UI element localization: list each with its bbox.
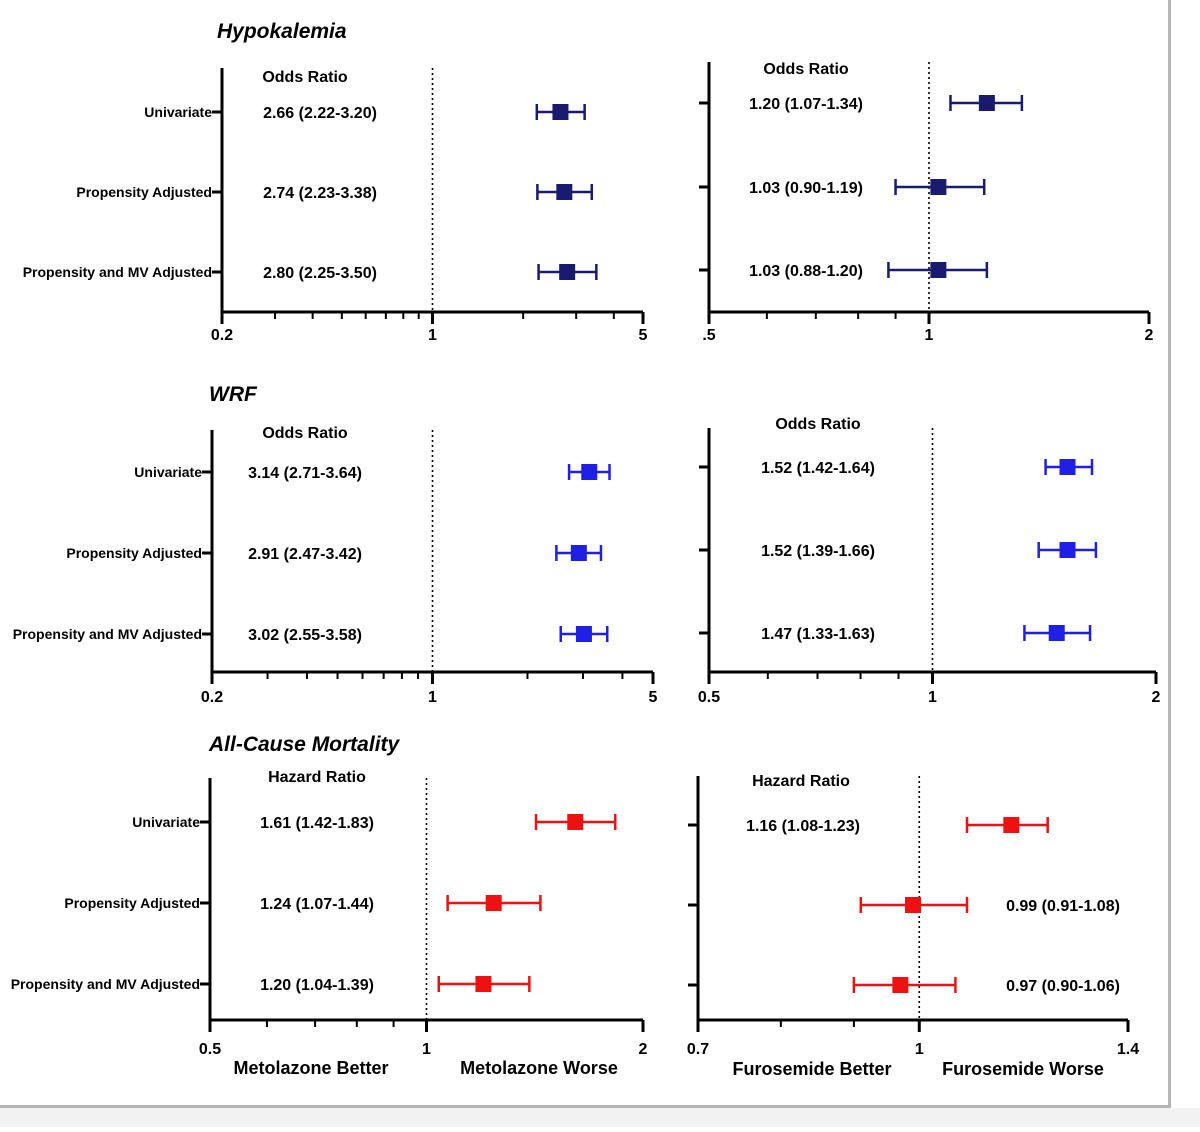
estimate-text: 0.99 (0.91-1.08): [1006, 898, 1120, 915]
row-label: Propensity Adjusted: [64, 895, 200, 911]
estimate-text: 1.52 (1.42-1.64): [761, 460, 875, 477]
estimate-text: 1.16 (1.08-1.23): [746, 818, 860, 835]
footer-left-better: Metolazone Better: [233, 1058, 388, 1078]
estimate-text: 1.47 (1.33-1.63): [761, 626, 875, 643]
footer-left-worse: Metolazone Worse: [460, 1058, 618, 1078]
estimate-text: 2.80 (2.25-3.50): [263, 265, 377, 282]
row-label: Propensity and MV Adjusted: [11, 976, 200, 992]
point-estimate-marker: [556, 184, 573, 200]
page-shadow: [0, 1108, 1200, 1127]
point-estimate-marker: [905, 897, 922, 913]
estimate-text: 1.52 (1.39-1.66): [761, 543, 875, 560]
x-tick-label: 1: [428, 689, 437, 706]
x-tick-label: 1: [925, 327, 934, 344]
estimate-text: 3.14 (2.71-3.64): [248, 465, 362, 482]
x-tick-label: 0.7: [687, 1041, 709, 1058]
x-tick-label: 1: [928, 689, 937, 706]
point-estimate-marker: [581, 464, 598, 480]
point-estimate-marker: [930, 262, 947, 278]
x-tick-label: 0.5: [199, 1041, 221, 1058]
x-tick-label: .5: [702, 327, 715, 344]
estimate-text: 1.03 (0.88-1.20): [749, 263, 863, 280]
page-border-bottom: [0, 1105, 1171, 1108]
row-label: Univariate: [134, 464, 202, 480]
estimate-text: 1.03 (0.90-1.19): [749, 180, 863, 197]
footer-right-worse: Furosemide Worse: [942, 1059, 1104, 1079]
point-estimate-marker: [559, 264, 576, 280]
x-tick-label: 2: [1145, 327, 1154, 344]
estimate-text: 0.97 (0.90-1.06): [1006, 978, 1120, 995]
point-estimate-marker: [575, 626, 592, 642]
row-label: Propensity Adjusted: [66, 545, 202, 561]
x-tick-label: 1: [422, 1041, 431, 1058]
point-estimate-marker: [1003, 817, 1020, 833]
point-estimate-marker: [978, 95, 995, 111]
x-tick-label: 0.2: [211, 327, 233, 344]
estimate-text: 1.20 (1.04-1.39): [260, 977, 374, 994]
x-tick-label: 0.2: [201, 689, 223, 706]
point-estimate-marker: [1059, 459, 1076, 475]
row-label: Propensity and MV Adjusted: [23, 264, 212, 280]
x-tick-label: 5: [649, 689, 658, 706]
footer-right-better: Furosemide Better: [732, 1059, 891, 1079]
x-tick-label: 1.4: [1117, 1041, 1139, 1058]
x-tick-label: 0.5: [698, 689, 720, 706]
estimate-text: 2.66 (2.22-3.20): [263, 105, 377, 122]
row-label: Univariate: [144, 104, 212, 120]
row-label: Univariate: [132, 814, 200, 830]
estimate-text: 1.61 (1.42-1.83): [260, 815, 374, 832]
point-estimate-marker: [570, 545, 587, 561]
estimate-text: 3.02 (2.55-3.58): [248, 627, 362, 644]
point-estimate-marker: [475, 976, 492, 992]
point-estimate-marker: [485, 895, 502, 911]
x-tick-label: 2: [1152, 689, 1161, 706]
point-estimate-marker: [892, 977, 909, 993]
x-tick-label: 5: [639, 327, 648, 344]
estimate-text: 2.91 (2.47-3.42): [248, 546, 362, 563]
ratio-label: Hazard Ratio: [752, 773, 850, 790]
point-estimate-marker: [567, 814, 584, 830]
section-title: Hypokalemia: [217, 20, 347, 43]
estimate-text: 1.20 (1.07-1.34): [749, 96, 863, 113]
estimate-text: 1.24 (1.07-1.44): [260, 896, 374, 913]
point-estimate-marker: [1048, 625, 1065, 641]
ratio-label: Hazard Ratio: [268, 769, 366, 786]
point-estimate-marker: [552, 104, 569, 120]
page-border-right: [1168, 0, 1171, 1108]
x-tick-label: 1: [915, 1041, 924, 1058]
x-tick-label: 1: [428, 327, 437, 344]
estimate-text: 2.74 (2.23-3.38): [263, 185, 377, 202]
section-title: WRF: [209, 383, 258, 406]
ratio-label: Odds Ratio: [763, 61, 849, 78]
row-label: Propensity Adjusted: [76, 184, 212, 200]
ratio-label: Odds Ratio: [262, 69, 348, 86]
ratio-label: Odds Ratio: [262, 425, 348, 442]
point-estimate-marker: [930, 179, 947, 195]
section-title: All-Cause Mortality: [208, 733, 401, 756]
ratio-label: Odds Ratio: [775, 416, 861, 433]
row-label: Propensity and MV Adjusted: [13, 626, 202, 642]
x-tick-label: 2: [639, 1041, 648, 1058]
point-estimate-marker: [1059, 542, 1076, 558]
